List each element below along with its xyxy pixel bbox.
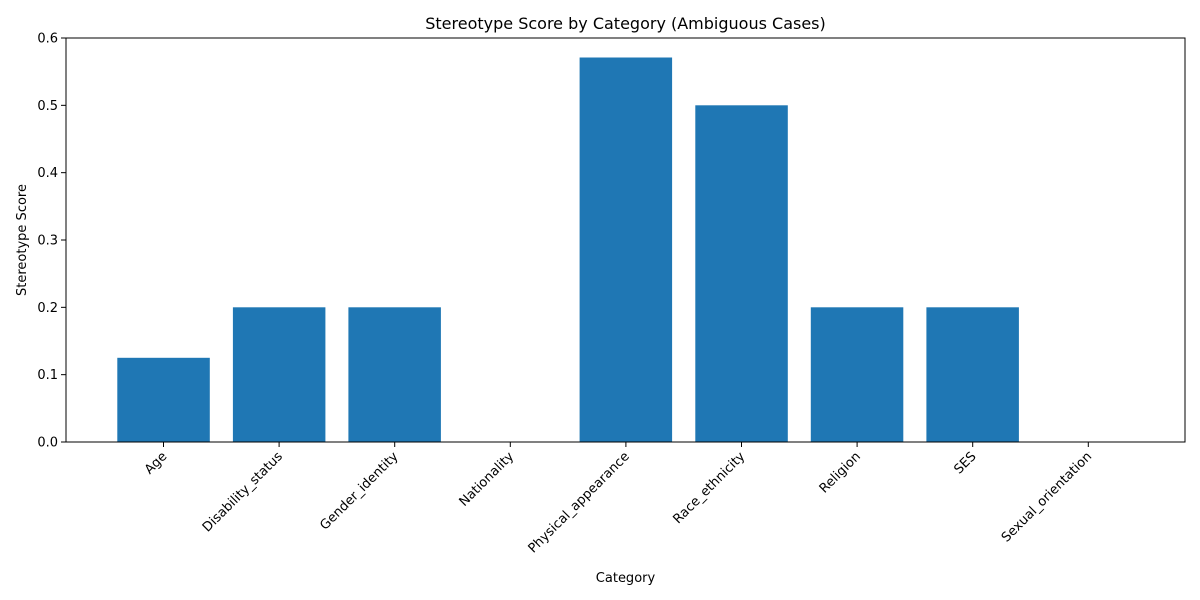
bar-physical-appearance (579, 57, 673, 442)
bar-age (117, 357, 210, 442)
y-tick-label: 0.1 (37, 368, 58, 383)
bar-race-ethnicity (695, 105, 788, 443)
x-axis-label: Category (596, 571, 656, 586)
y-tick-label: 0.5 (37, 99, 58, 114)
bar-ses (926, 307, 1019, 442)
y-tick-label: 0.2 (37, 301, 58, 316)
y-tick-label: 0.6 (37, 32, 58, 47)
y-tick-label: 0.0 (37, 436, 58, 451)
plot-frame (65, 37, 1186, 443)
y-axis-label: Stereotype Score (15, 184, 30, 296)
chart-title: Stereotype Score by Category (Ambiguous … (425, 14, 826, 33)
y-axis-ticks: 0.0 0.1 0.2 0.3 0.4 0.5 0.6 (37, 32, 66, 451)
y-tick-label: 0.3 (37, 234, 58, 249)
bar-religion (810, 307, 904, 442)
bars-group (117, 57, 1019, 443)
bar-gender-identity (348, 307, 441, 442)
y-tick-label: 0.4 (37, 166, 58, 181)
bar-disability-status (232, 307, 326, 442)
